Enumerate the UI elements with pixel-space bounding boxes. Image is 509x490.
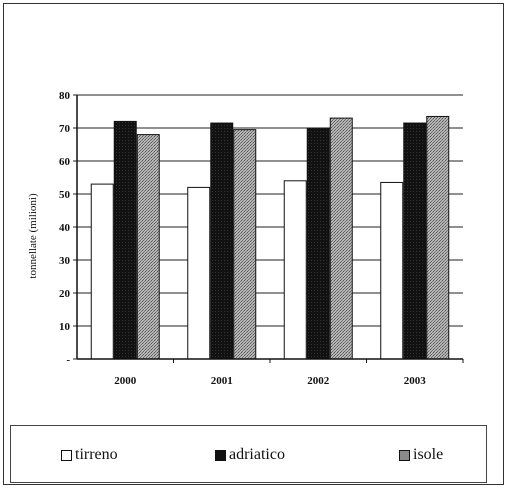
bar-isole-2000: [136, 134, 160, 360]
x-tick-label: 2002: [307, 375, 330, 387]
bar-isole-2001: [233, 129, 257, 360]
legend-label-adriatico: adriatico: [229, 446, 285, 463]
x-tick-labels: 2000 2001 2002 2003: [114, 375, 426, 387]
bar-adriatico-2003: [403, 122, 427, 360]
legend-label-tirreno: tirreno: [75, 446, 118, 463]
y-tick-label: 30: [59, 255, 71, 267]
y-tick-label: -: [66, 354, 70, 366]
bar-tirreno-2000: [90, 183, 114, 360]
legend-item-isole: isole: [399, 446, 443, 464]
bar-isole-2002: [329, 117, 353, 360]
x-tick-label: 2000: [114, 375, 137, 387]
y-tick-label: 70: [59, 123, 71, 135]
x-tick-label: 2003: [404, 375, 427, 387]
y-tick-label: 50: [59, 189, 71, 201]
bar-tirreno-2003: [380, 181, 404, 360]
legend-item-adriatico: adriatico: [215, 446, 285, 464]
bar-tirreno-2002: [283, 180, 307, 360]
bar-adriatico-2000: [113, 120, 137, 360]
y-tick-label: 10: [59, 321, 71, 333]
bar-isole-2003: [426, 115, 450, 360]
legend: tirreno adriatico isole: [10, 425, 487, 483]
y-tick-label: 80: [59, 90, 71, 102]
x-tick-label: 2001: [211, 375, 233, 387]
chart-plot: - 10 20 30 40 50 60 70 80 2000 2001 2002 2003 tonne…: [27, 90, 464, 387]
legend-swatch-isole: [399, 449, 410, 461]
y-tick-label: 40: [59, 222, 71, 234]
y-tick-label: 20: [59, 288, 71, 300]
legend-swatch-adriatico: [215, 449, 226, 461]
legend-label-isole: isole: [413, 446, 444, 463]
bar-adriatico-2001: [210, 122, 234, 360]
legend-swatch-tirreno: [61, 449, 72, 461]
legend-item-tirreno: tirreno: [61, 446, 118, 464]
bars: [90, 115, 450, 360]
axes: [73, 94, 464, 363]
bar-adriatico-2002: [306, 127, 330, 360]
y-axis-label: tonnellate (milioni): [27, 193, 39, 279]
y-tick-labels: - 10 20 30 40 50 60 70 80: [59, 90, 71, 366]
chart-frame: - 10 20 30 40 50 60 70 80 2000 2001 2002 2003 tonne…: [3, 3, 504, 485]
y-tick-label: 60: [59, 156, 71, 168]
bar-tirreno-2001: [187, 186, 211, 360]
